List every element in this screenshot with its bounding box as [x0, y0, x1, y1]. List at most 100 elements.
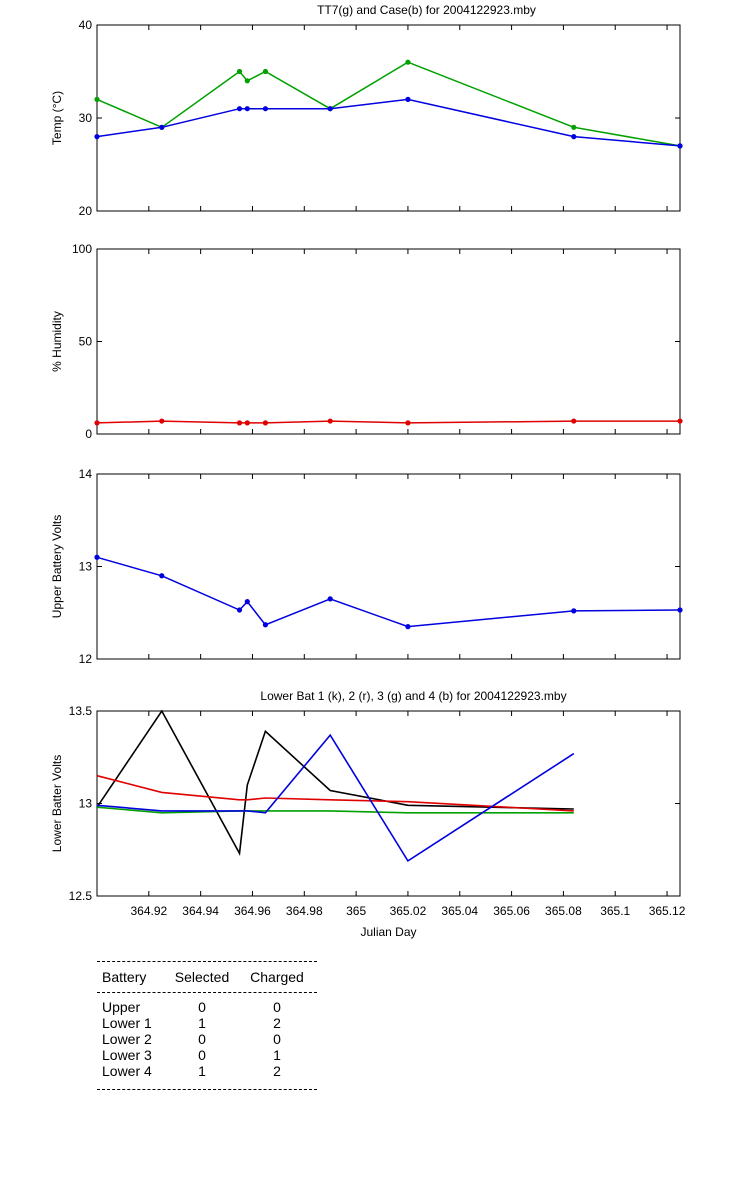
series-line — [96, 61, 681, 147]
table-row: Lower 1 1 2 — [97, 1015, 317, 1031]
data-point — [677, 143, 683, 149]
battery-name: Lower 2 — [102, 1031, 152, 1047]
table-bottom-rule — [97, 1089, 317, 1090]
y-tick-label: 40 — [79, 18, 93, 32]
selected-value: 0 — [198, 999, 206, 1015]
x-tick-label: 365.02 — [390, 904, 427, 918]
data-point — [236, 420, 243, 426]
x-tick-label: 365 — [346, 904, 366, 918]
charged-value: 2 — [273, 1063, 281, 1079]
table-header-rule — [97, 992, 317, 993]
header-charged: Charged — [250, 969, 304, 985]
data-point — [244, 420, 250, 426]
plot-frame — [96, 473, 681, 660]
y-tick-label: 12.5 — [69, 889, 93, 903]
x-tick-label: 365.06 — [493, 904, 530, 918]
table-row: Upper 0 0 — [97, 999, 317, 1015]
x-tick-label: 365.12 — [649, 904, 686, 918]
battery-status-table: Battery Selected Charged Upper 0 0 Lower… — [97, 961, 317, 1090]
data-point — [159, 124, 165, 130]
y-axis-label: Temp (°C) — [50, 91, 64, 145]
y-tick-label: 100 — [72, 242, 92, 256]
x-axis-label: Julian Day — [360, 925, 416, 939]
data-point — [236, 607, 243, 613]
data-point — [405, 96, 411, 102]
y-tick-label: 20 — [79, 204, 93, 218]
data-point — [327, 596, 333, 602]
selected-value: 0 — [198, 1031, 206, 1047]
y-tick-label: 50 — [79, 335, 93, 349]
data-point — [244, 78, 250, 84]
table-header-row: Battery Selected Charged — [97, 962, 317, 992]
selected-value: 1 — [198, 1015, 206, 1031]
y-tick-label: 0 — [85, 427, 92, 441]
chart-title: Lower Bat 1 (k), 2 (r), 3 (g) and 4 (b) … — [260, 689, 566, 703]
data-point — [244, 106, 250, 112]
data-point — [159, 573, 165, 579]
plot-frame — [96, 710, 681, 897]
selected-value: 0 — [198, 1047, 206, 1063]
plot-frame — [96, 24, 681, 212]
data-point — [405, 420, 411, 426]
battery-name: Lower 1 — [102, 1015, 152, 1031]
battery-name: Lower 3 — [102, 1047, 152, 1063]
series-line — [96, 806, 574, 814]
data-point — [262, 68, 269, 75]
data-point — [262, 420, 269, 426]
series-line — [96, 420, 680, 424]
data-point — [571, 418, 577, 424]
data-point — [405, 59, 411, 65]
plot-frame — [96, 248, 681, 435]
series-line — [96, 98, 681, 147]
table-body: Upper 0 0 Lower 1 1 2 Lower 2 0 0 Lower … — [97, 993, 317, 1089]
x-tick-label: 365.04 — [441, 904, 478, 918]
y-tick-label: 13 — [79, 797, 93, 811]
data-point — [405, 624, 411, 630]
charged-value: 1 — [273, 1047, 281, 1063]
x-tick-label: 364.96 — [234, 904, 271, 918]
data-point — [244, 599, 250, 605]
charged-value: 0 — [273, 1031, 281, 1047]
table-row: Lower 4 1 2 — [97, 1063, 317, 1079]
data-point — [571, 134, 577, 140]
x-tick-label: 365.1 — [600, 904, 630, 918]
chart-title: TT7(g) and Case(b) for 2004122923.mby — [317, 3, 536, 17]
data-point — [262, 622, 269, 628]
data-point — [94, 134, 100, 140]
series-line — [96, 709, 574, 857]
y-tick-label: 30 — [79, 111, 93, 125]
battery-name: Lower 4 — [102, 1063, 152, 1079]
data-point — [94, 96, 100, 102]
data-point — [94, 420, 100, 426]
data-point — [571, 124, 577, 130]
y-axis-label: % Humidity — [50, 311, 64, 372]
data-point — [94, 554, 100, 560]
y-tick-label: 13.5 — [69, 704, 93, 718]
table-top-rule — [97, 961, 317, 962]
table-row: Lower 2 0 0 — [97, 1031, 317, 1047]
data-point — [327, 106, 333, 112]
y-axis-label: Upper Battery Volts — [50, 515, 64, 618]
data-point — [571, 608, 577, 614]
header-selected: Selected — [174, 969, 230, 985]
y-axis-label: Lower Batter Volts — [50, 755, 64, 852]
data-point — [236, 68, 243, 75]
x-tick-label: 364.92 — [130, 904, 167, 918]
data-point — [677, 418, 683, 424]
charged-value: 0 — [273, 999, 281, 1015]
table-row: Lower 3 0 1 — [97, 1047, 317, 1063]
selected-value: 1 — [198, 1063, 206, 1079]
series-line — [96, 774, 574, 812]
data-point — [327, 418, 333, 424]
series-line — [96, 556, 681, 628]
x-tick-label: 364.98 — [286, 904, 323, 918]
series-line — [96, 733, 575, 863]
data-point — [236, 106, 243, 112]
x-tick-label: 365.08 — [545, 904, 582, 918]
data-point — [677, 607, 683, 613]
figure-canvas: 20 30 40 TT7(g) and Case(b) for 2004122923.… — [50, 3, 686, 939]
data-point — [159, 418, 165, 424]
battery-name: Upper — [102, 999, 141, 1015]
header-battery: Battery — [102, 969, 147, 985]
data-point — [262, 106, 269, 112]
